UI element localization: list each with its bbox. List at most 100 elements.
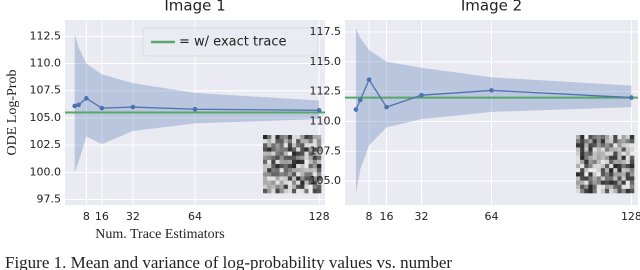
x-tick-label: 128 — [621, 210, 640, 223]
sample-image-pixel — [312, 151, 318, 157]
sample-image-pixel — [267, 135, 272, 140]
sample-image-pixel — [600, 151, 606, 157]
sample-image-pixel — [287, 159, 293, 165]
sample-image-pixel — [600, 168, 606, 173]
sample-image-pixel — [596, 172, 602, 177]
sample-image-pixel — [609, 172, 614, 177]
sample-image-pixel — [312, 176, 318, 181]
sample-image-pixel — [287, 143, 293, 148]
sample-image-pixel — [316, 172, 322, 177]
sample-image-pixel — [605, 180, 610, 186]
sample-image-pixel — [308, 172, 314, 177]
sample-image-pixel — [304, 135, 309, 140]
sample-image-pixel — [580, 147, 585, 152]
sample-image-pixel — [584, 143, 589, 148]
sample-image-pixel — [275, 139, 280, 144]
sample-image-pixel — [588, 172, 593, 177]
sample-image-pixel — [592, 151, 598, 157]
y-tick-label: 105.0 — [310, 174, 342, 187]
sample-image-pixel — [617, 135, 622, 140]
sample-image-pixel — [263, 172, 268, 177]
sample-image-pixel — [279, 164, 285, 169]
sample-image-pixel — [592, 168, 598, 173]
sample-image-pixel — [275, 168, 280, 173]
sample-image-pixel — [605, 188, 610, 194]
sample-image-pixel — [625, 147, 631, 152]
sample-image-pixel — [588, 164, 593, 169]
sample-image-pixel — [308, 164, 314, 169]
x-tick-label: 8 — [366, 210, 373, 223]
sample-image-pixel — [312, 168, 318, 173]
data-point — [384, 104, 389, 110]
sample-image-pixel — [613, 164, 618, 169]
sample-image-pixel — [296, 168, 301, 173]
sample-image-pixel — [588, 159, 593, 165]
sample-image-pixel — [296, 180, 301, 186]
sample-image-pixel — [621, 147, 627, 152]
sample-image-pixel — [300, 135, 305, 140]
y-tick-label: 97.5 — [37, 193, 62, 206]
sample-image-pixel — [596, 139, 602, 144]
sample-image-pixel — [296, 139, 301, 144]
sample-image-pixel — [292, 168, 297, 173]
sample-image-pixel — [596, 155, 602, 161]
sample-image-pixel — [621, 188, 627, 194]
sample-image-pixel — [625, 180, 631, 186]
sample-image-pixel — [304, 151, 309, 157]
sample-image-pixel — [263, 168, 268, 173]
sample-image-pixel — [283, 147, 289, 152]
sample-image-pixel — [267, 147, 272, 152]
sample-image-pixel — [300, 151, 305, 157]
sample-image-pixel — [263, 147, 268, 152]
sample-image-pixel — [576, 159, 581, 165]
data-point — [629, 95, 634, 100]
sample-image-pixel — [580, 164, 585, 169]
sample-image-pixel — [271, 159, 276, 165]
sample-image-pixel — [267, 143, 272, 148]
sample-image-pixel — [617, 184, 622, 190]
sample-image-pixel — [292, 172, 297, 177]
sample-image-pixel — [283, 184, 289, 190]
data-point — [84, 96, 89, 101]
sample-image-pixel — [576, 143, 581, 148]
sample-image-pixel — [275, 155, 280, 161]
sample-image-pixel — [621, 155, 627, 161]
sample-image-pixel — [287, 155, 293, 161]
sample-image-pixel — [296, 159, 301, 165]
sample-image-pixel — [592, 155, 598, 161]
sample-image-pixel — [629, 184, 635, 190]
sample-image-pixel — [300, 184, 305, 190]
sample-image-pixel — [304, 159, 309, 165]
data-point — [72, 103, 78, 109]
sample-image-pixel — [609, 188, 614, 194]
sample-image-pixel — [600, 139, 606, 144]
sample-image-pixel — [316, 151, 322, 157]
sample-image-pixel — [576, 139, 581, 144]
sample-image-pixel — [279, 188, 285, 194]
sample-image-pixel — [605, 172, 610, 177]
sample-image-pixel — [316, 139, 322, 144]
sample-image-pixel — [316, 135, 322, 140]
data-point — [192, 106, 198, 112]
sample-image-pixel — [271, 184, 276, 190]
sample-image-pixel — [287, 180, 293, 186]
sample-image-pixel — [279, 159, 285, 165]
sample-image-pixel — [621, 159, 627, 165]
sample-image-pixel — [576, 188, 581, 194]
sample-image-pixel — [308, 147, 314, 152]
sample-image-pixel — [584, 159, 589, 165]
sample-image-pixel — [271, 147, 276, 152]
sample-image-pixel — [625, 164, 631, 169]
sample-image-pixel — [621, 172, 627, 177]
sample-image-pixel — [300, 159, 305, 165]
sample-image-pixel — [308, 143, 314, 148]
sample-image-pixel — [600, 155, 606, 161]
sample-image-pixel — [629, 188, 635, 194]
sample-image-pixel — [576, 147, 581, 152]
sample-image-pixel — [617, 168, 622, 173]
sample-image-pixel — [600, 180, 606, 186]
sample-image-pixel — [279, 147, 285, 152]
y-tick-label: 112.5 — [310, 85, 342, 98]
sample-image-pixel — [296, 155, 301, 161]
sample-image-pixel — [287, 168, 293, 173]
